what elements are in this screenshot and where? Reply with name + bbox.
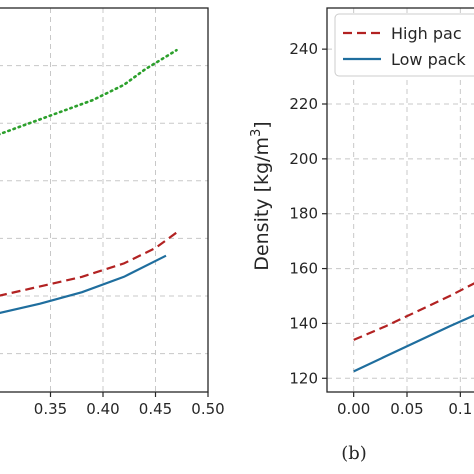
panel-label-b: (b) <box>341 443 367 464</box>
y-axis-title-end: ] <box>251 121 273 128</box>
panel-b-series-dashed-line <box>353 282 474 341</box>
y-axis-title-main: Density [kg/m <box>251 137 273 271</box>
panel-a-x-tick-label: 0.40 <box>86 400 119 418</box>
panel-a-grid <box>0 8 209 392</box>
panel-b-y-tick-label: 200 <box>289 150 318 168</box>
panel-b-frame <box>326 7 474 393</box>
panel-b-x-tick-label: 0.1 <box>448 400 472 418</box>
panel-a-series-dashed-line <box>0 231 178 297</box>
panel-b: 0.00 0.05 0.1 120 140 160 180 200 220 240 Density… <box>249 7 474 464</box>
panel-b-series <box>353 282 474 373</box>
panel-b-ticks: 0.00 0.05 0.1 120 140 160 180 200 220 240 <box>289 40 472 418</box>
panel-b-y-tick-label: 180 <box>289 205 318 223</box>
panel-a-frame <box>0 7 209 393</box>
panel-a: 0.35 0.40 0.45 0.50 <box>0 7 225 418</box>
panel-a-x-tick-label: 0.50 <box>191 400 224 418</box>
panel-a-series <box>0 48 178 314</box>
panel-b-x-tick-label: 0.00 <box>337 400 370 418</box>
panel-b-x-tick-label: 0.05 <box>390 400 423 418</box>
panel-b-y-tick-label: 120 <box>289 369 318 387</box>
legend-entry-label: Low pack <box>391 50 466 69</box>
y-axis-title: Density [kg/m3] <box>249 121 273 270</box>
panel-b-y-tick-label: 240 <box>289 40 318 58</box>
panel-a-x-tick-label: 0.45 <box>139 400 172 418</box>
legend-entry-label: High pac <box>391 24 462 43</box>
y-axis-title-sup: 3 <box>249 129 264 137</box>
panel-b-y-tick-label: 220 <box>289 95 318 113</box>
panel-b-y-tick-label: 140 <box>289 314 318 332</box>
panel-b-series-solid-line <box>353 314 474 373</box>
panel-a-x-ticks: 0.35 0.40 0.45 0.50 <box>34 392 225 418</box>
legend-box <box>334 13 474 77</box>
panel-a-series-solid-line <box>0 254 167 314</box>
panel-b-y-tick-label: 160 <box>289 260 318 278</box>
panel-a-x-tick-label: 0.35 <box>34 400 67 418</box>
legend: High pac Low pack <box>334 13 474 77</box>
panel-a-series-dotted-line <box>0 48 178 136</box>
